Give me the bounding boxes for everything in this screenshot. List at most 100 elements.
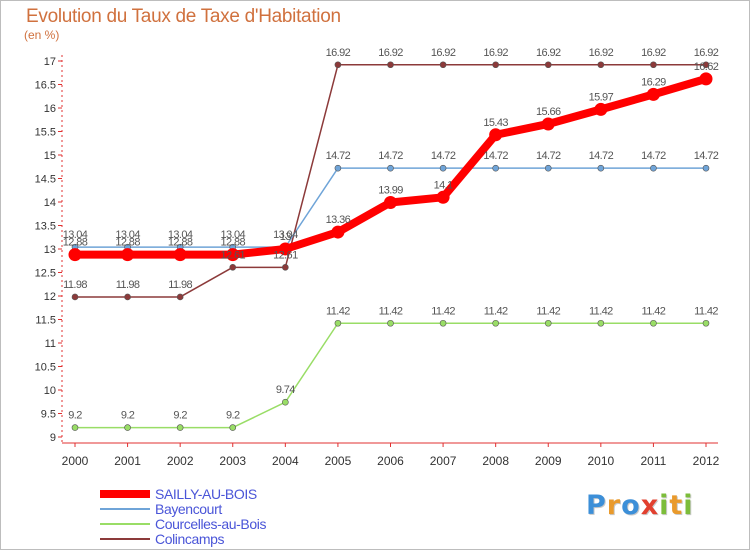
series-point-1: [544, 164, 552, 172]
legend-swatch: [100, 537, 150, 540]
logo-letter: i: [659, 490, 670, 521]
series-point-0: [646, 87, 660, 101]
data-label: 11.42: [431, 305, 455, 317]
data-label: 11.42: [379, 305, 403, 317]
logo-letter: x: [640, 490, 660, 521]
legend-label: Bayencourt: [155, 500, 222, 517]
series-point-3: [650, 61, 657, 69]
y-tick-label: 13.5: [35, 221, 56, 233]
series-point-2: [282, 398, 289, 406]
series-point-2: [71, 424, 79, 431]
data-label: 16.92: [536, 47, 561, 59]
data-label: 16.92: [694, 47, 719, 59]
data-label: 12.88: [63, 237, 88, 249]
data-label: 16.92: [641, 47, 666, 59]
data-label: 16.92: [431, 47, 456, 59]
legend-swatch: [100, 522, 150, 525]
x-tick-label: 2007: [430, 454, 457, 468]
x-tick-label: 2012: [693, 454, 720, 468]
logo-letter: o: [621, 490, 641, 521]
legend-item: Courcelles-au-Bois: [100, 515, 267, 532]
series-point-0: [541, 117, 555, 131]
chart-unit: (en %): [24, 28, 60, 42]
data-label: 14.72: [326, 150, 351, 162]
data-label: 11.42: [326, 305, 350, 317]
legend-label: SAILLY-AU-BOIS: [155, 485, 257, 502]
data-label: 14.72: [483, 150, 508, 162]
data-label: 15.97: [589, 91, 614, 103]
data-label: 9.2: [68, 410, 82, 422]
series-point-0: [68, 248, 82, 262]
legend-item: Colincamps: [100, 530, 266, 547]
data-label: 11.42: [642, 305, 666, 317]
y-tick-label: 11.5: [35, 315, 56, 327]
data-label: 12.61: [220, 249, 245, 261]
series-point-3: [334, 61, 342, 69]
series-point-0: [173, 248, 187, 262]
data-label: 9.2: [226, 410, 240, 422]
y-tick-label: 9: [50, 432, 56, 444]
series-point-0: [594, 102, 608, 116]
series-point-3: [702, 61, 710, 69]
logo-letter: r: [606, 490, 622, 521]
data-label: 14.1: [434, 179, 453, 191]
x-tick-label: 2008: [482, 454, 509, 468]
data-label: 15.66: [536, 106, 561, 118]
y-tick-label: 12.5: [35, 268, 56, 280]
data-label: 11.42: [694, 305, 718, 317]
series-point-3: [124, 293, 131, 301]
series-point-2: [597, 319, 605, 327]
legend-label: Courcelles-au-Bois: [155, 515, 267, 532]
series-point-0: [489, 128, 503, 142]
x-tick-label: 2011: [641, 454, 667, 468]
legend-item: Bayencourt: [100, 500, 266, 517]
series-point-2: [544, 319, 552, 327]
data-label: 13.04: [115, 229, 140, 241]
y-tick-label: 17: [44, 56, 56, 68]
y-tick-label: 9.5: [41, 409, 56, 421]
data-label: 13.04: [168, 229, 193, 241]
data-label: 16.92: [589, 47, 614, 59]
series-point-3: [282, 264, 289, 271]
series-point-3: [176, 293, 184, 301]
series-point-3: [71, 293, 79, 301]
x-tick-label: 2003: [219, 454, 246, 468]
x-tick-label: 2001: [114, 454, 141, 468]
series-point-0: [331, 225, 345, 239]
series-line-2: [74, 322, 707, 429]
data-label: 12.88: [220, 237, 245, 249]
data-label: 9.2: [173, 410, 187, 422]
x-tick-label: 2005: [325, 454, 352, 468]
chart-data-labels: 12.88 12.88 12.88 12.88 13 13.36 13.99 14.1 15.4…: [63, 47, 720, 422]
x-tick-label: 2000: [62, 454, 89, 468]
series-point-0: [278, 242, 292, 256]
x-tick-label: 2009: [535, 454, 562, 468]
data-label: 13: [280, 231, 292, 243]
legend-label: Colincamps: [155, 530, 225, 547]
x-tick-label: 2006: [377, 454, 404, 468]
logo-letter: t: [669, 490, 684, 521]
x-tick-label: 2010: [587, 454, 614, 468]
series-point-0: [121, 248, 135, 262]
data-label: 11.98: [63, 279, 87, 291]
series-point-2: [387, 319, 394, 327]
legend-item: SAILLY-AU-BOIS: [100, 485, 266, 502]
data-label: 14.72: [589, 150, 614, 162]
data-label: 12.88: [168, 237, 193, 249]
series-point-2: [439, 319, 447, 327]
series-point-0: [436, 190, 450, 204]
series-point-1: [702, 164, 710, 172]
x-tick-label: 2004: [272, 454, 299, 468]
data-label: 16.92: [326, 47, 351, 59]
logo-letter: i: [683, 490, 694, 521]
y-tick-label: 13: [44, 244, 56, 256]
chart-series: [68, 61, 713, 431]
data-label: 13.36: [326, 214, 351, 226]
data-label: 11.42: [589, 305, 613, 317]
series-point-2: [702, 319, 710, 327]
y-tick-label: 16.5: [35, 80, 56, 92]
x-tick-label: 2002: [167, 454, 194, 468]
series-point-2: [124, 424, 131, 431]
data-label: 14.72: [536, 150, 561, 162]
